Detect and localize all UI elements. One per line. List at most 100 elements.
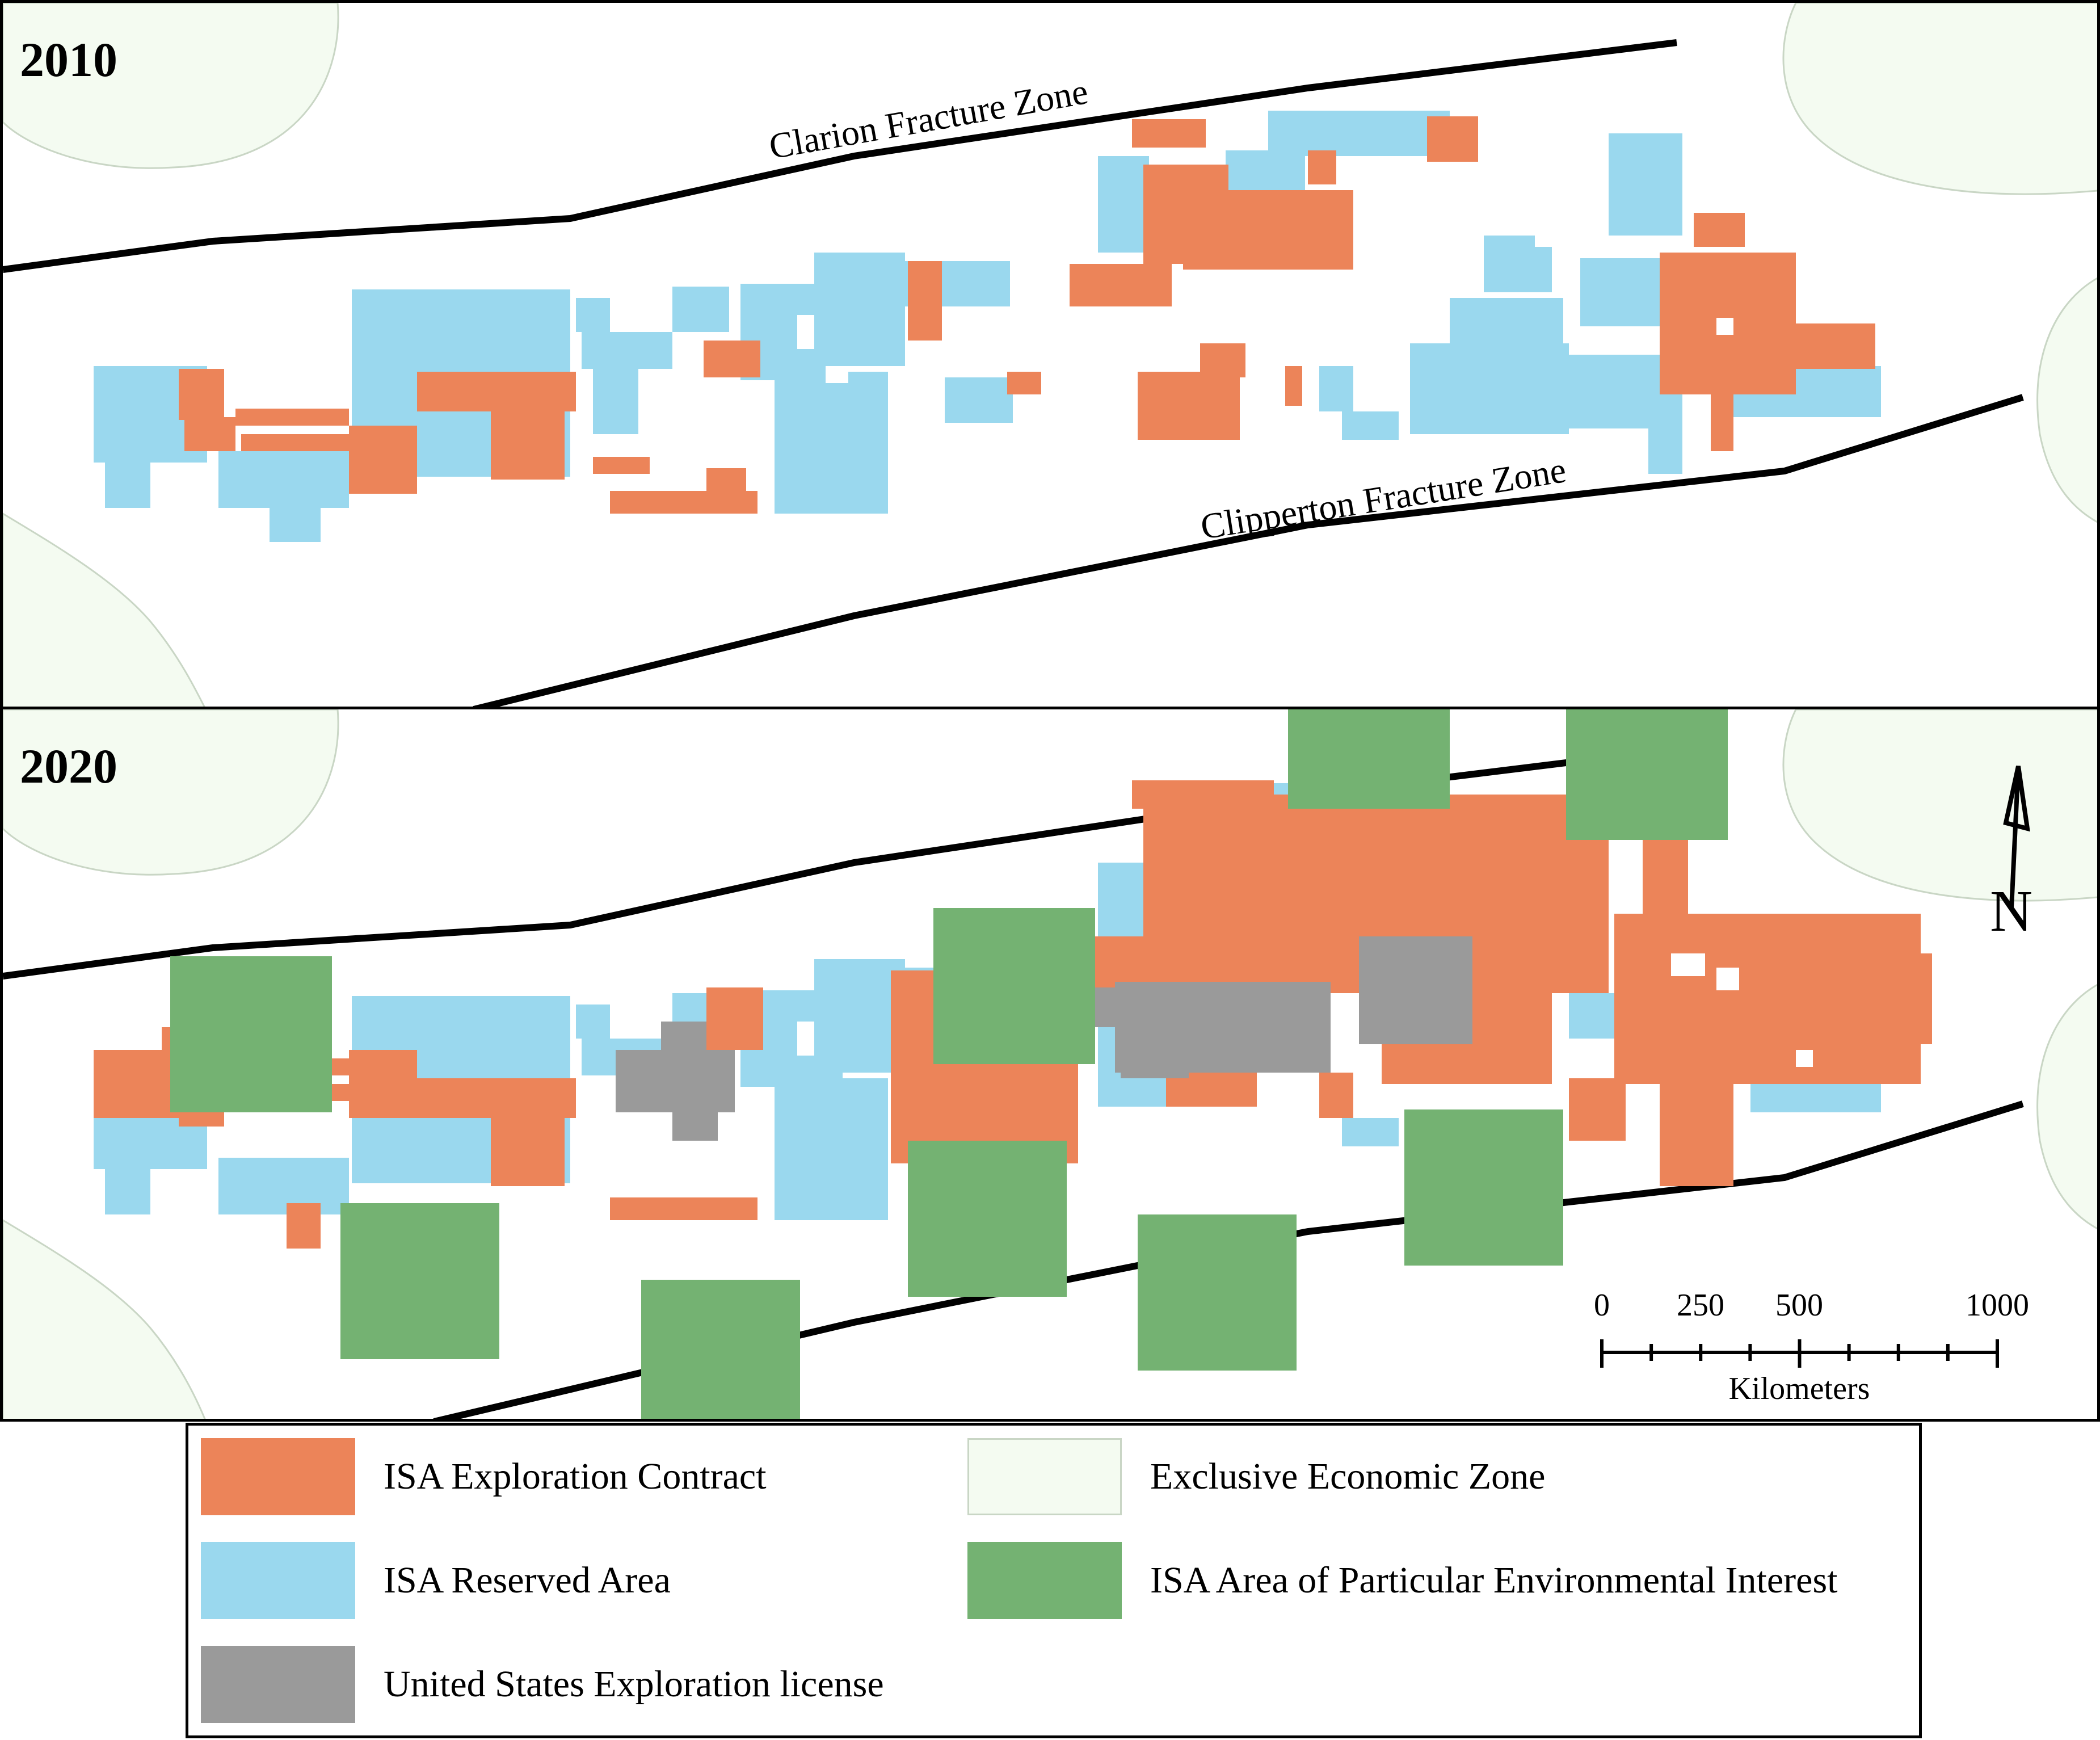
apei-areas	[170, 709, 1728, 1419]
scale-label-1000: 1000	[1966, 1288, 2029, 1323]
year-label-2020: 2020	[20, 739, 117, 793]
apei-area	[1566, 709, 1728, 840]
contract-area	[1138, 372, 1240, 440]
legend-item-apei: ISA Area of Particular Environmental Int…	[967, 1541, 1837, 1620]
legend-label-reserved: ISA Reserved Area	[384, 1560, 671, 1601]
scale-label-0: 0	[1594, 1288, 1610, 1323]
contract-area	[593, 457, 650, 474]
contract-area	[491, 400, 565, 480]
map-panel-2020: N 0 250 500 1000 Kilometers 2020	[0, 707, 2100, 1422]
map-2020-canvas: N 0 250 500 1000 Kilometers	[3, 709, 2097, 1419]
north-arrow-label: N	[1990, 879, 2032, 944]
scale-label-250: 250	[1677, 1288, 1724, 1323]
contract-area	[1427, 116, 1478, 162]
apei-area	[908, 1141, 1067, 1297]
apei-area	[641, 1280, 800, 1419]
contract-area	[287, 1203, 321, 1249]
gap	[826, 366, 848, 383]
map-panel-2010: Clarion Fracture Zone Clipperton Fractur…	[0, 0, 2100, 709]
north-arrow-shaft	[2009, 766, 2021, 909]
reserved-area	[105, 1169, 150, 1214]
contract-area	[179, 369, 224, 420]
eez-area	[1782, 709, 2097, 902]
contract-area	[235, 409, 349, 426]
contract-area	[349, 426, 417, 494]
legend-swatch-eez	[967, 1438, 1122, 1515]
eez-area	[3, 512, 205, 707]
legend-swatch-reserved	[201, 1542, 355, 1619]
legend-swatch-contract	[201, 1438, 355, 1515]
reserved-area	[593, 366, 638, 434]
apei-area	[1138, 1214, 1297, 1371]
gaps-2010	[797, 224, 1733, 383]
gap	[797, 1022, 814, 1056]
contract-area	[1070, 264, 1172, 306]
contract-area	[1921, 953, 1932, 1044]
reserved-area	[775, 1078, 888, 1220]
year-label-2010: 2010	[20, 32, 117, 87]
contract-area	[349, 1050, 417, 1118]
contract-area	[1200, 343, 1245, 377]
contract-area	[1694, 213, 1745, 247]
contract-area	[610, 1197, 757, 1220]
scale-bar: 0 250 500 1000 Kilometers	[1594, 1288, 2029, 1406]
gap	[1535, 224, 1552, 247]
eez-areas	[3, 3, 2097, 707]
eez-area	[2036, 984, 2097, 1230]
scale-label-500: 500	[1775, 1288, 1823, 1323]
legend: ISA Exploration Contract ISA Reserved Ar…	[186, 1423, 1922, 1738]
reserved-area	[1342, 1118, 1399, 1146]
map-2010-canvas: Clarion Fracture Zone Clipperton Fractur…	[3, 3, 2097, 707]
contract-area	[1569, 1078, 1626, 1141]
contract-area	[1007, 372, 1041, 394]
gap	[1716, 968, 1739, 990]
scale-unit-label: Kilometers	[1729, 1371, 1870, 1406]
apei-area	[340, 1203, 499, 1359]
contract-area	[704, 341, 760, 377]
us-license-area	[1359, 936, 1472, 1044]
reserved-area	[1450, 298, 1563, 366]
contract-area	[184, 417, 235, 451]
legend-label-us-license: United States Exploration license	[384, 1663, 884, 1705]
reserved-area	[1609, 133, 1682, 236]
reserved-area	[814, 959, 905, 1073]
eez-area	[1782, 3, 2097, 195]
apei-area	[933, 908, 1095, 1064]
legend-swatch-us-license	[201, 1646, 355, 1723]
contract-area	[1308, 150, 1336, 184]
us-license-areas	[616, 936, 1472, 1141]
contract-area	[1711, 394, 1733, 451]
clipperton-fracture-zone-line	[473, 394, 2024, 707]
legend-item-eez: Exclusive Economic Zone	[967, 1437, 1545, 1516]
contract-area	[706, 468, 746, 502]
gap	[1671, 953, 1705, 976]
gap	[797, 315, 814, 349]
reserved-area	[1342, 411, 1399, 440]
reserved-area	[1268, 111, 1450, 156]
contract-area	[706, 987, 763, 1050]
legend-label-apei: ISA Area of Particular Environmental Int…	[1150, 1560, 1838, 1601]
contract-area	[1756, 993, 1887, 1084]
eez-area	[3, 709, 339, 876]
reserved-area	[582, 332, 672, 369]
contract-area	[1132, 119, 1206, 148]
clarion-fracture-zone-label: Clarion Fracture Zone	[766, 71, 1091, 167]
reserved-area	[814, 253, 905, 366]
legend-label-contract: ISA Exploration Contract	[384, 1456, 767, 1497]
legend-item-reserved: ISA Reserved Area	[201, 1541, 671, 1620]
contract-area	[1739, 323, 1875, 369]
reserved-area	[218, 451, 349, 508]
legend-label-eez: Exclusive Economic Zone	[1150, 1456, 1546, 1497]
reserved-area	[105, 463, 150, 508]
contract-area	[241, 434, 349, 451]
contract-areas-2010	[179, 116, 1875, 514]
clarion-fracture-zone-line	[3, 39, 1677, 273]
reserved-area	[218, 1158, 349, 1214]
contract-area	[1183, 190, 1353, 270]
eez-area	[2036, 277, 2097, 523]
us-license-area	[1121, 1027, 1189, 1078]
reserved-area	[1580, 258, 1660, 326]
reserved-area	[672, 287, 729, 332]
gap	[1716, 318, 1733, 335]
reserved-area	[1319, 366, 1353, 411]
